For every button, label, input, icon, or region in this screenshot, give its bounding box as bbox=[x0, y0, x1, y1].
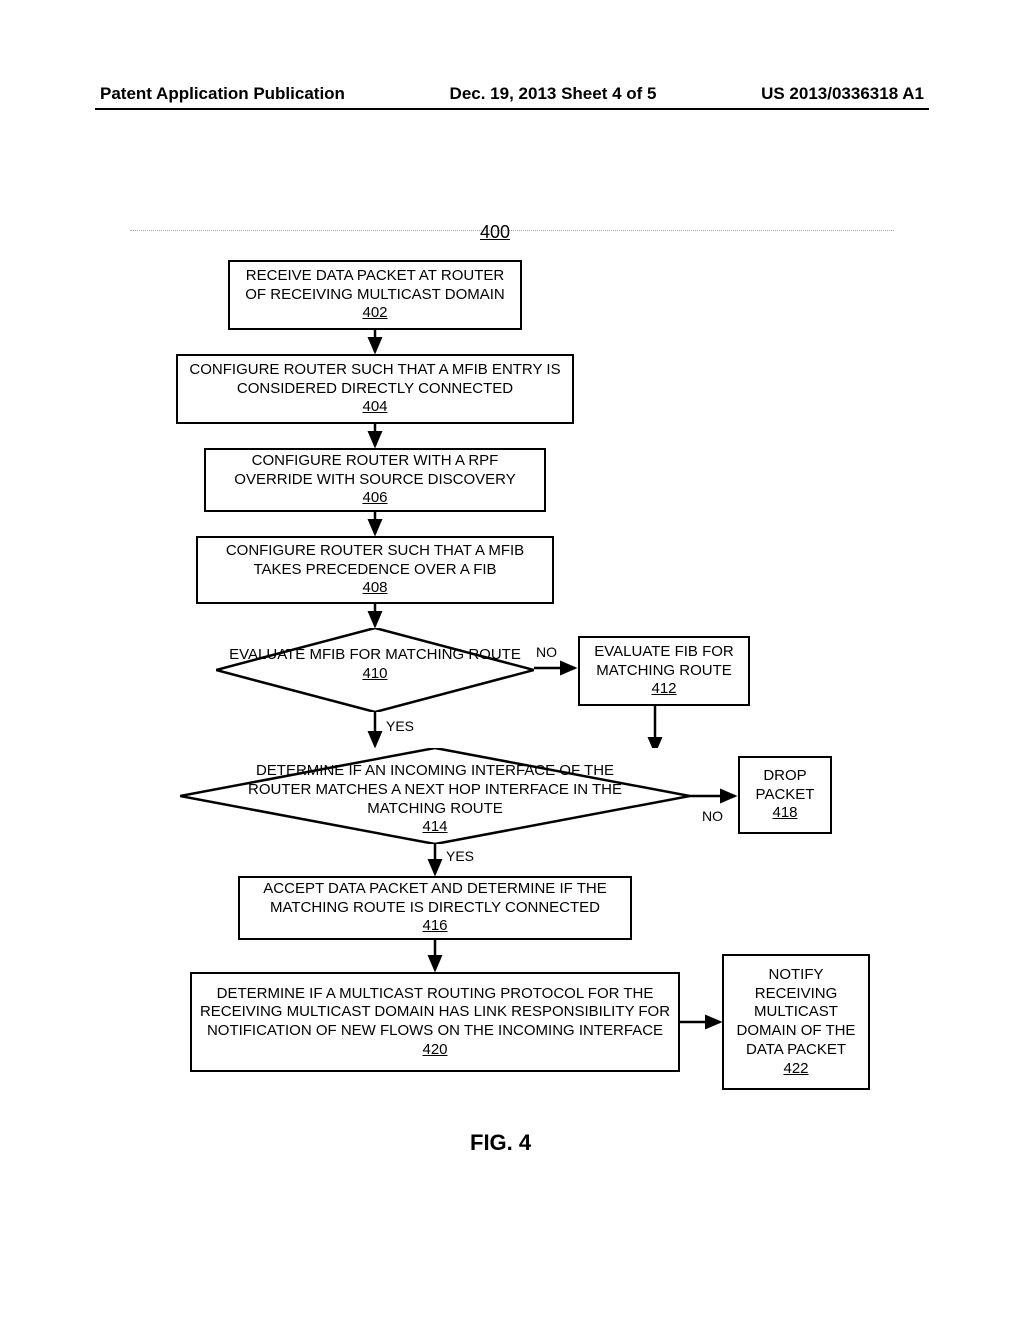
box-406-ref: 406 bbox=[362, 489, 387, 508]
label-yes-414: YES bbox=[446, 848, 474, 864]
box-406: CONFIGURE ROUTER WITH A RPF OVERRIDE WIT… bbox=[204, 448, 546, 512]
box-412-text: EVALUATE FIB FOR MATCHING ROUTE bbox=[586, 643, 742, 681]
box-422-text: NOTIFY RECEIVING MULTICAST DOMAIN OF THE… bbox=[730, 966, 862, 1060]
label-yes-410: YES bbox=[386, 718, 414, 734]
box-420-text: DETERMINE IF A MULTICAST ROUTING PROTOCO… bbox=[198, 985, 672, 1041]
box-420-ref: 420 bbox=[422, 1041, 447, 1060]
box-402-ref: 402 bbox=[362, 304, 387, 323]
patent-page: Patent Application Publication Dec. 19, … bbox=[0, 0, 1024, 1320]
box-404-ref: 404 bbox=[362, 398, 387, 417]
box-416-ref: 416 bbox=[422, 917, 447, 936]
box-412: EVALUATE FIB FOR MATCHING ROUTE 412 bbox=[578, 636, 750, 706]
box-412-ref: 412 bbox=[651, 680, 676, 699]
box-406-text: CONFIGURE ROUTER WITH A RPF OVERRIDE WIT… bbox=[212, 452, 538, 490]
label-no-414: NO bbox=[702, 808, 723, 824]
box-422: NOTIFY RECEIVING MULTICAST DOMAIN OF THE… bbox=[722, 954, 870, 1090]
box-402-text: RECEIVE DATA PACKET AT ROUTER OF RECEIVI… bbox=[236, 267, 514, 305]
box-404-text: CONFIGURE ROUTER SUCH THAT A MFIB ENTRY … bbox=[184, 361, 566, 399]
box-418: DROP PACKET 418 bbox=[738, 756, 832, 834]
box-422-ref: 422 bbox=[783, 1060, 808, 1079]
diamond-410: EVALUATE MFIB FOR MATCHING ROUTE 410 bbox=[216, 628, 534, 712]
box-416-text: ACCEPT DATA PACKET AND DETERMINE IF THE … bbox=[246, 880, 624, 918]
box-420: DETERMINE IF A MULTICAST ROUTING PROTOCO… bbox=[190, 972, 680, 1072]
diamond-414: DETERMINE IF AN INCOMING INTERFACE OF TH… bbox=[180, 748, 690, 844]
box-418-ref: 418 bbox=[772, 804, 797, 823]
box-416: ACCEPT DATA PACKET AND DETERMINE IF THE … bbox=[238, 876, 632, 940]
box-408-text: CONFIGURE ROUTER SUCH THAT A MFIB TAKES … bbox=[204, 542, 546, 580]
figure-caption: FIG. 4 bbox=[470, 1130, 531, 1156]
box-408: CONFIGURE ROUTER SUCH THAT A MFIB TAKES … bbox=[196, 536, 554, 604]
diamond-410-ref: 410 bbox=[216, 665, 534, 684]
label-no-410: NO bbox=[536, 644, 557, 660]
diamond-414-ref: 414 bbox=[230, 818, 640, 837]
box-404: CONFIGURE ROUTER SUCH THAT A MFIB ENTRY … bbox=[176, 354, 574, 424]
box-418-text: DROP PACKET bbox=[746, 767, 824, 805]
box-402: RECEIVE DATA PACKET AT ROUTER OF RECEIVI… bbox=[228, 260, 522, 330]
box-408-ref: 408 bbox=[362, 579, 387, 598]
diamond-410-text: EVALUATE MFIB FOR MATCHING ROUTE bbox=[216, 646, 534, 665]
diamond-414-text: DETERMINE IF AN INCOMING INTERFACE OF TH… bbox=[230, 762, 640, 818]
